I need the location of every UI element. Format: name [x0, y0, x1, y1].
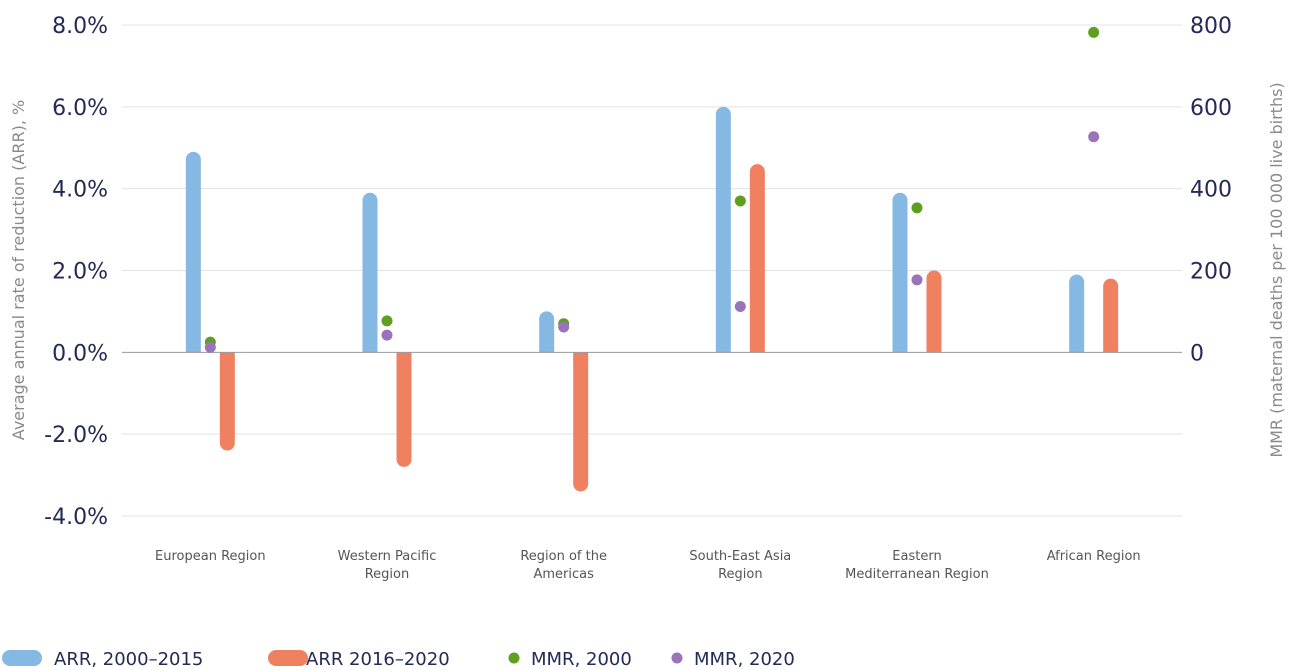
dot-mmr-2000 [381, 315, 393, 327]
right-tick-label: 0 [1190, 341, 1204, 366]
category-label: Western Pacific Region [338, 549, 437, 582]
left-axis-ticks: 8.0% 6.0% 4.0% 2.0% 0.0% -2.0% -4.0% [44, 14, 108, 530]
category-labels: European Region Western Pacific Region Regi… [155, 549, 1141, 582]
dot-mmr-2020 [558, 321, 570, 333]
right-tick-label: 400 [1190, 178, 1232, 203]
category-label: South-East Asia Region [689, 549, 791, 582]
right-tick-label: 800 [1190, 14, 1232, 39]
right-tick-label: 200 [1190, 260, 1232, 285]
y-axis-title-right: MMR (maternal deaths per 100 000 live bi… [1267, 82, 1286, 457]
legend-label: MMR, 2020 [694, 649, 795, 670]
dot-mmr-2020 [204, 341, 216, 353]
bar-marks [185, 106, 1119, 492]
category-label: European Region [155, 549, 266, 564]
bar-arr-2016-2020 [396, 352, 412, 467]
left-tick-label: 0.0% [52, 341, 108, 366]
right-axis-ticks: 800 600 400 200 0 [1190, 14, 1232, 366]
bar-arr-2000-2015 [539, 311, 555, 353]
dot-mmr-2000 [911, 202, 923, 214]
legend-label: ARR 2016–2020 [306, 649, 450, 670]
dot-mmr-2020 [381, 329, 393, 341]
dot-mmr-2020 [734, 301, 746, 313]
dot-mmr-2000 [1088, 26, 1100, 38]
bar-arr-2016-2020 [1103, 278, 1119, 353]
bar-arr-2016-2020 [749, 164, 765, 353]
legend-label: MMR, 2000 [531, 649, 632, 670]
bar-arr-2000-2015 [892, 192, 908, 353]
left-tick-label: 4.0% [52, 178, 108, 203]
category-label: Region of the Americas [520, 549, 607, 582]
dot-mmr-2000 [734, 195, 746, 207]
left-tick-label: -4.0% [44, 505, 108, 530]
y-axis-title-left: Average annual rate of reduction (ARR), … [9, 100, 28, 440]
bar-arr-2016-2020 [926, 270, 942, 353]
bar-arr-2000-2015 [1069, 274, 1085, 353]
legend-label: ARR, 2000–2015 [54, 649, 203, 670]
dot-mmr-2020 [1088, 131, 1100, 143]
legend: ARR, 2000–2015 ARR 2016–2020 MMR, 2000 MMR,… [2, 649, 795, 670]
legend-swatch [268, 650, 308, 666]
legend-swatch [508, 652, 520, 664]
bar-arr-2016-2020 [573, 352, 589, 492]
dot-mmr-2020 [911, 274, 923, 286]
left-tick-label: 8.0% [52, 14, 108, 39]
right-tick-label: 600 [1190, 96, 1232, 121]
legend-swatch [671, 652, 683, 664]
gridlines [122, 24, 1182, 517]
category-label: African Region [1047, 549, 1141, 564]
bar-arr-2016-2020 [219, 352, 235, 451]
category-label: Eastern Mediterranean Region [845, 549, 989, 582]
left-tick-label: -2.0% [44, 423, 108, 448]
legend-swatch [2, 650, 42, 666]
left-tick-label: 2.0% [52, 260, 108, 285]
dot-marks [204, 26, 1100, 353]
bar-arr-2000-2015 [362, 192, 378, 353]
bar-arr-2000-2015 [715, 106, 731, 353]
left-tick-label: 6.0% [52, 96, 108, 121]
bar-arr-2000-2015 [185, 151, 201, 353]
